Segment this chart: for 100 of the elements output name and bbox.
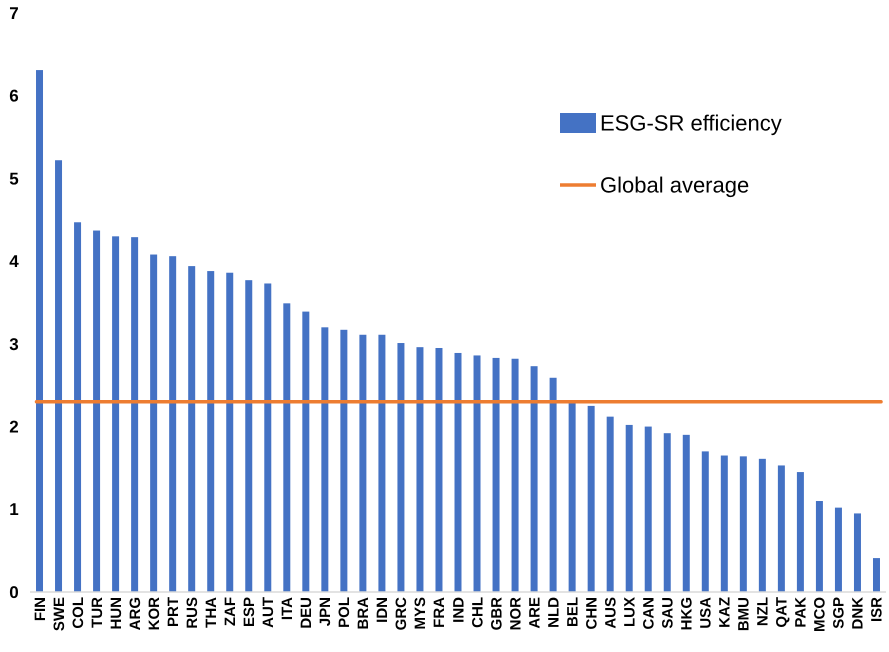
x-tick-label: IND	[450, 596, 468, 623]
x-tick-label: NZL	[754, 597, 772, 626]
x-tick-label: NLD	[545, 596, 562, 628]
bar	[416, 347, 424, 592]
x-tick-label: MCO	[812, 596, 829, 632]
x-tick-label: DEU	[298, 597, 316, 629]
bar	[112, 236, 120, 592]
x-tick-label: PAK	[792, 596, 810, 628]
bar	[359, 334, 366, 592]
x-tick-label: ARG	[126, 597, 144, 630]
legend-label: ESG-SR efficiency	[600, 110, 782, 136]
x-tick-label: GRC	[393, 596, 410, 630]
x-tick-label: GBR	[488, 596, 506, 630]
bar	[834, 508, 842, 592]
bar	[626, 424, 633, 592]
bar	[36, 70, 44, 592]
x-tick-label: HKG	[678, 597, 696, 630]
x-tick-label: MYS	[412, 597, 430, 630]
x-tick-label: AUT	[260, 597, 278, 628]
bar	[530, 366, 538, 592]
x-tick-label: USA	[698, 596, 715, 629]
x-tick-label: ESP	[241, 597, 258, 628]
x-tick-label: RUS	[184, 597, 201, 629]
x-tick-label: BEL	[564, 597, 582, 627]
x-tick-label: THA	[202, 596, 220, 628]
x-tick-label: TUR	[88, 596, 106, 628]
x-tick-label: QAT	[774, 597, 791, 628]
x-tick-label: KAZ	[716, 597, 734, 628]
x-tick-label: CAN	[640, 597, 658, 630]
x-tick-label: SWE	[50, 597, 68, 632]
y-tick-label: 7	[9, 4, 19, 23]
x-tick-label: HUN	[108, 597, 125, 630]
x-tick-label: DNK	[850, 596, 867, 630]
bar	[131, 237, 138, 592]
y-tick-label: 6	[9, 86, 19, 106]
x-tick-label: JPN	[317, 597, 334, 626]
bar	[435, 348, 442, 592]
y-tick-label: 1	[9, 500, 19, 520]
bar	[854, 513, 861, 592]
x-tick-label: LUX	[621, 597, 638, 627]
bar	[492, 358, 500, 592]
bar	[150, 254, 158, 592]
x-tick-label: CHN	[583, 597, 600, 630]
x-tick-label: SAU	[659, 597, 676, 629]
x-tick-label: IDN	[374, 597, 392, 623]
bar	[702, 451, 709, 592]
x-tick-label: POL	[336, 597, 354, 628]
bar	[740, 456, 747, 592]
bar	[664, 433, 671, 592]
x-tick-label: KOR	[146, 596, 163, 630]
bar	[397, 343, 404, 592]
bar	[321, 327, 328, 592]
bar	[720, 456, 728, 592]
bar	[550, 378, 557, 592]
x-tick-label: ISR	[868, 596, 886, 622]
bar	[226, 272, 234, 592]
x-tick-label: AUS	[602, 597, 620, 629]
bar	[454, 352, 462, 592]
legend-label: Global average	[600, 172, 750, 198]
bar	[169, 256, 176, 592]
x-tick-label: PRT	[164, 597, 182, 627]
bar	[474, 355, 481, 592]
bar	[778, 465, 785, 592]
x-tick-label: CHL	[469, 597, 486, 628]
bar	[588, 406, 595, 592]
x-tick-label: ITA	[279, 596, 296, 620]
bar	[340, 330, 348, 592]
x-tick-label: FRA	[431, 596, 448, 628]
x-tick-label: COL	[70, 597, 87, 629]
bar	[283, 303, 290, 592]
bar	[758, 458, 766, 592]
bar	[264, 283, 272, 592]
bar	[644, 426, 652, 592]
bar	[796, 472, 804, 592]
bar	[568, 403, 576, 592]
x-tick-label: SGP	[830, 597, 848, 629]
bar	[55, 160, 62, 592]
bar	[245, 280, 252, 592]
bar	[207, 271, 214, 592]
y-tick-label: 2	[9, 418, 19, 437]
bar	[606, 416, 614, 592]
bar	[872, 558, 880, 592]
bar	[512, 358, 519, 592]
bar	[74, 222, 82, 592]
bar	[302, 312, 310, 592]
y-tick-label: 0	[9, 582, 19, 602]
bar	[378, 334, 386, 592]
x-tick-label: ZAF	[222, 597, 239, 626]
x-tick-label: BMU	[736, 597, 753, 632]
x-tick-label: BRA	[355, 596, 372, 630]
x-tick-label: ARE	[526, 597, 544, 629]
bar	[93, 230, 100, 592]
bar	[816, 501, 823, 592]
x-tick-label: FIN	[32, 597, 49, 622]
y-tick-label: 4	[9, 252, 20, 272]
y-tick-label: 5	[9, 169, 19, 188]
y-tick-label: 3	[9, 334, 19, 354]
bar	[188, 266, 196, 592]
bar	[682, 434, 690, 592]
x-tick-label: NOR	[507, 596, 524, 630]
